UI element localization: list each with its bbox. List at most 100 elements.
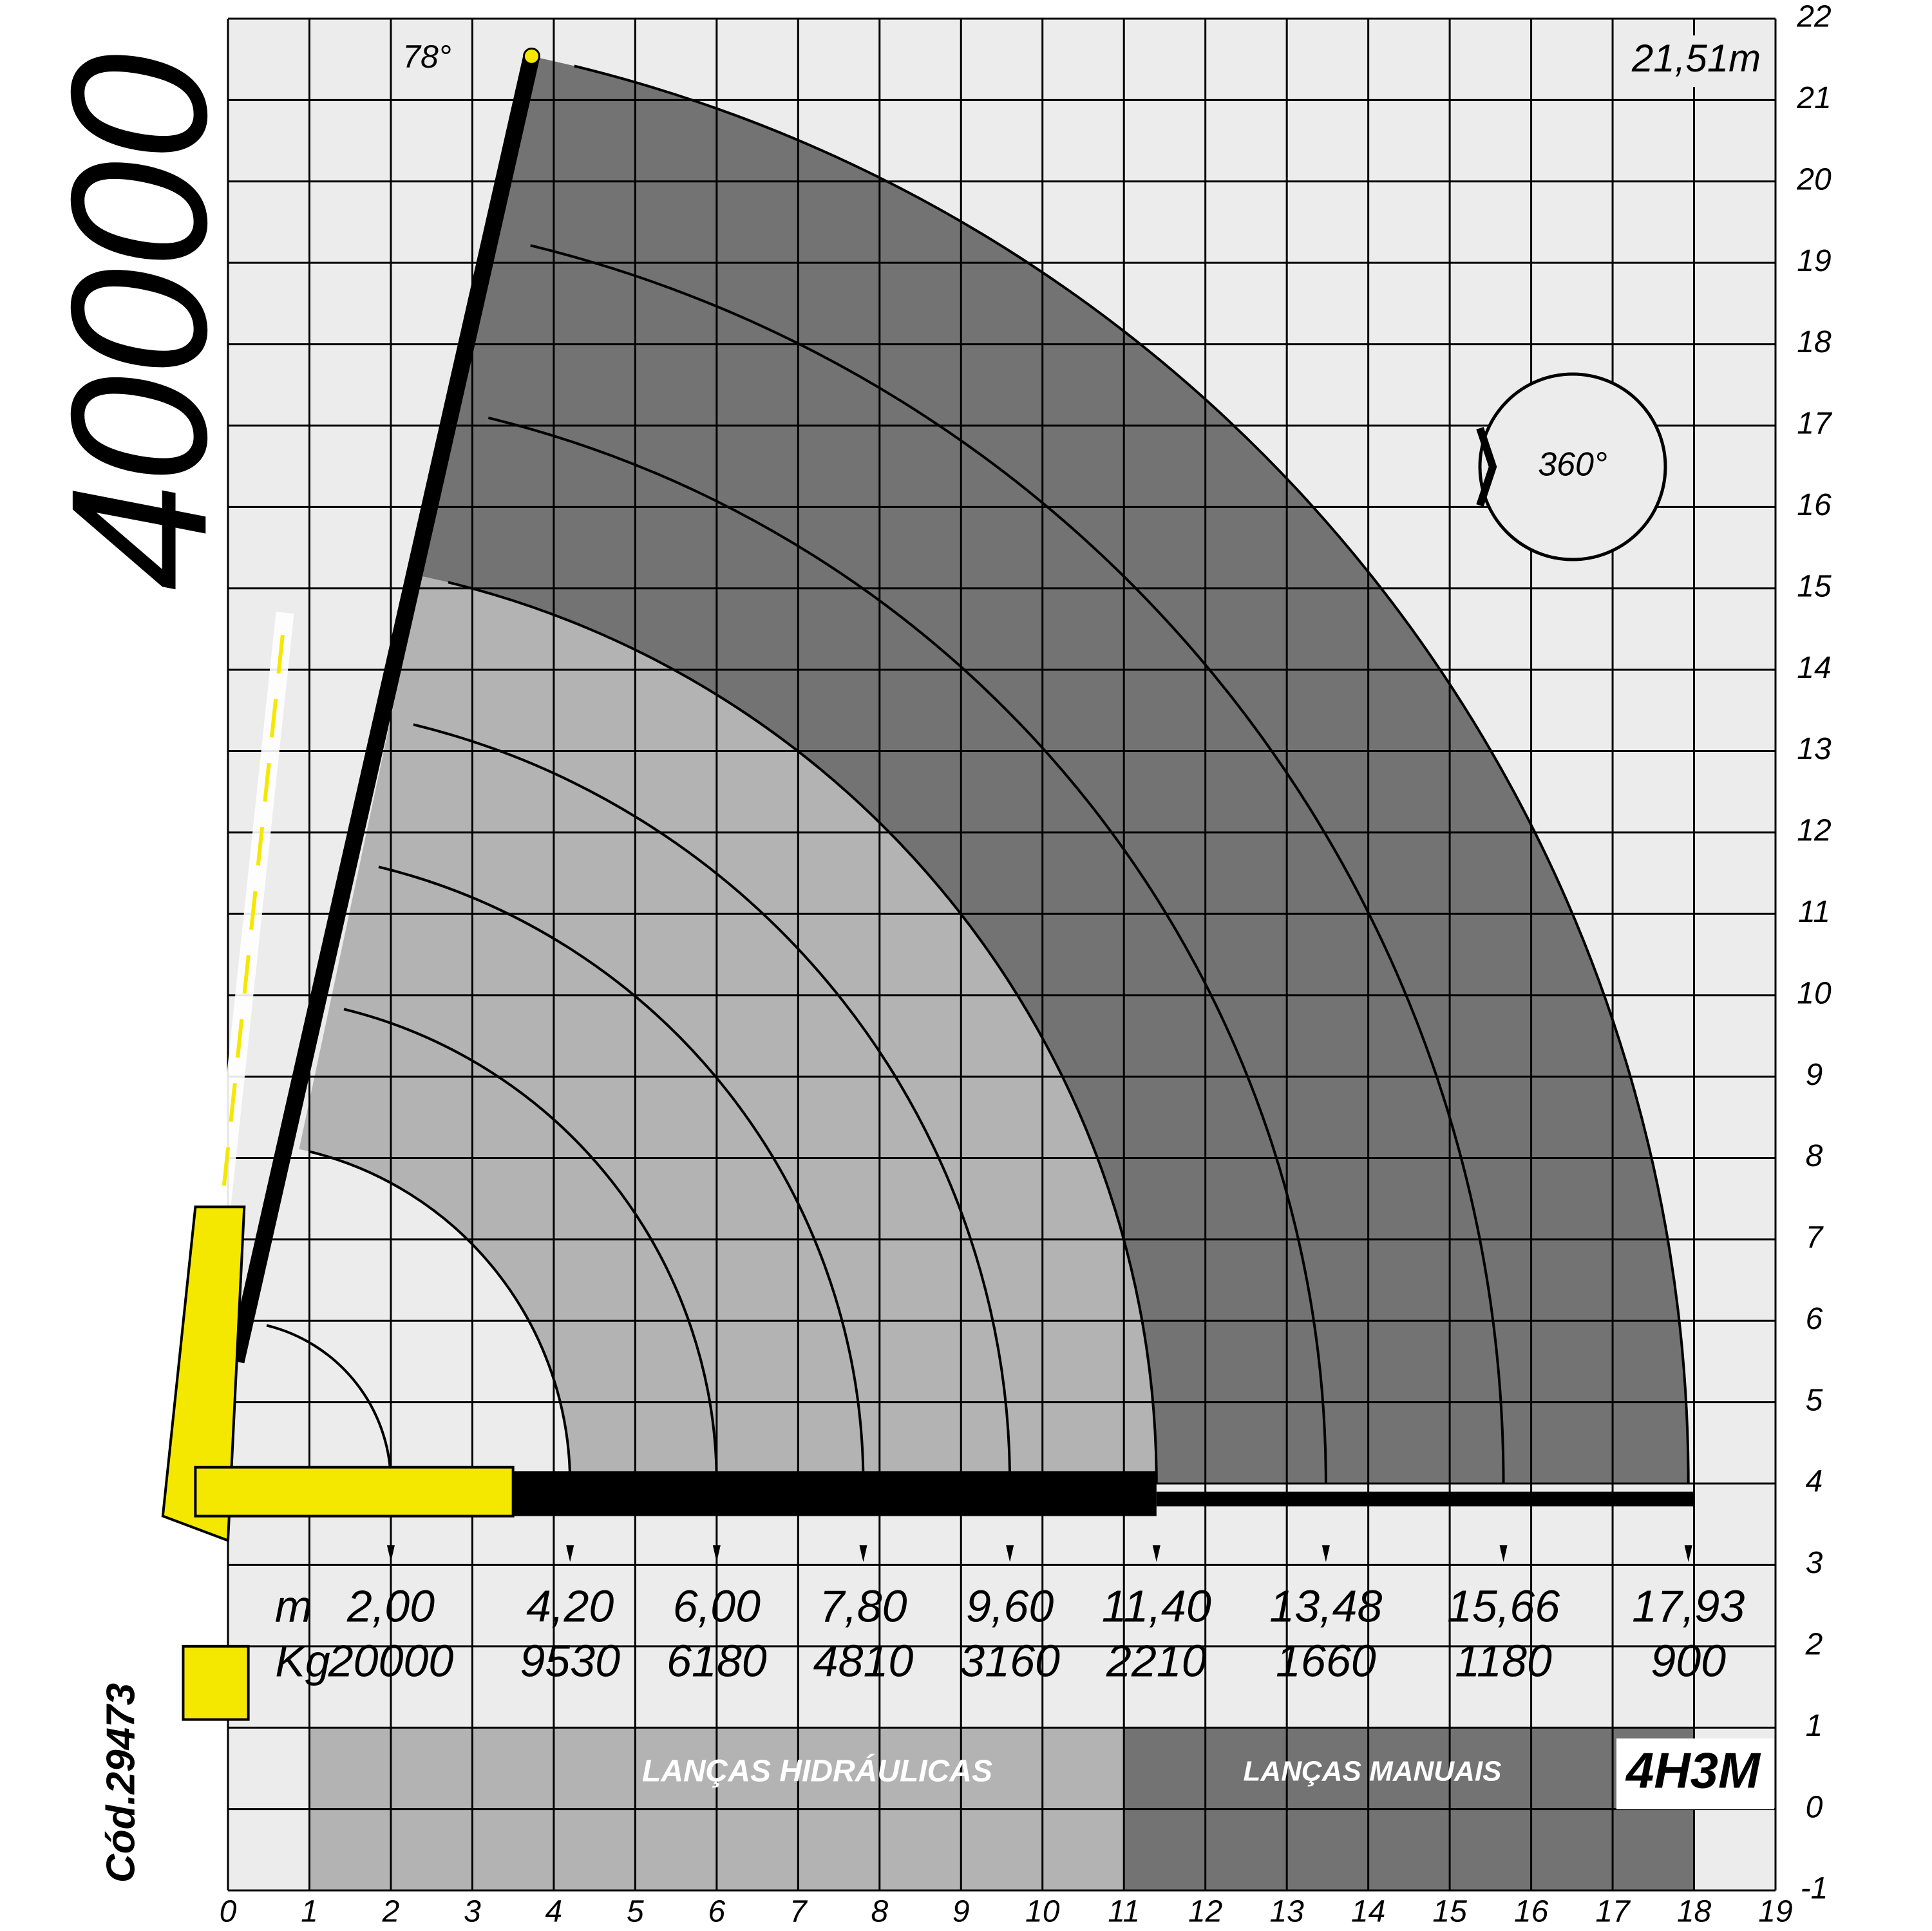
x-tick-label: 12 (1188, 1895, 1222, 1929)
load-unit: Kg (275, 1635, 330, 1686)
reach-marker (386, 1545, 395, 1562)
y-tick-label: -1 (1801, 1872, 1828, 1906)
rotation: 360° (1538, 446, 1607, 484)
reach-marker (859, 1545, 867, 1562)
load-label: 6180 (667, 1635, 767, 1686)
reach-unit: m (275, 1581, 312, 1631)
x-tick-label: 16 (1514, 1895, 1549, 1929)
boom-tip (522, 47, 540, 65)
reach-marker (712, 1545, 721, 1562)
model-box (1616, 1738, 1774, 1809)
boom-horizontal-manual (1156, 1491, 1694, 1507)
load-label: 1660 (1276, 1635, 1376, 1686)
reach-label: 2,00 (346, 1581, 435, 1631)
y-tick-label: 11 (1798, 895, 1830, 929)
load-label: 3160 (960, 1635, 1060, 1686)
y-tick-label: 12 (1797, 814, 1831, 848)
title: 40000 (30, 52, 247, 590)
reach-label: 11,40 (1102, 1581, 1211, 1631)
y-tick-label: 0 (1806, 1790, 1823, 1824)
rotation-circle (1478, 372, 1667, 561)
reach-arc (488, 416, 1327, 1484)
max-height: 21,51m (1631, 37, 1761, 80)
reach-arc (574, 64, 1690, 1484)
boom-angle: 78° (402, 39, 451, 75)
load-label: 900 (1651, 1635, 1726, 1686)
load-label: 9530 (520, 1635, 620, 1686)
x-tick-label: 6 (708, 1895, 725, 1929)
x-tick-label: 14 (1351, 1895, 1385, 1929)
y-tick-label: 19 (1797, 244, 1831, 278)
y-tick-label: 8 (1806, 1139, 1823, 1173)
x-tick-label: 17 (1595, 1895, 1631, 1929)
y-tick-label: 13 (1797, 732, 1832, 766)
crane-column (161, 1205, 246, 1543)
y-tick-label: 2 (1805, 1627, 1823, 1661)
plot-area (227, 17, 1777, 1892)
load-label: 2210 (1106, 1635, 1207, 1686)
reach-label: 6,00 (673, 1581, 761, 1631)
reach-arc (413, 723, 1012, 1484)
reach-arc (308, 1150, 572, 1484)
y-tick-label: 17 (1797, 407, 1833, 441)
reach-marker (1152, 1545, 1160, 1562)
reach-marker (1006, 1545, 1014, 1562)
hydraulic-zone (299, 576, 1157, 1484)
boom-horizontal-base (194, 1465, 515, 1518)
model: 4H3M (1625, 1742, 1761, 1799)
load-label: 4810 (813, 1635, 914, 1686)
boom-horizontal-hydraulic (513, 1471, 1157, 1516)
x-tick-label: 10 (1025, 1895, 1060, 1929)
crane-base (182, 1644, 250, 1721)
reach-marker (1321, 1545, 1330, 1562)
y-tick-label: 16 (1797, 488, 1832, 522)
reach-arc (448, 581, 1158, 1484)
reach-label: 4,20 (526, 1581, 614, 1631)
x-tick-label: 18 (1677, 1895, 1712, 1929)
reach-label: 9,60 (966, 1581, 1054, 1631)
x-tick-label: 11 (1108, 1895, 1140, 1929)
reach-arc (530, 244, 1505, 1484)
y-tick-label: 7 (1806, 1221, 1824, 1255)
reach-arc (378, 865, 865, 1484)
x-tick-label: 4 (545, 1895, 563, 1929)
y-tick-label: 15 (1797, 569, 1832, 603)
reach-marker (1684, 1545, 1692, 1562)
x-tick-label: 7 (790, 1895, 808, 1929)
y-tick-label: 22 (1796, 0, 1831, 34)
y-tick-label: 6 (1806, 1302, 1823, 1336)
y-tick-label: 21 (1796, 81, 1831, 115)
y-tick-label: 1 (1806, 1709, 1823, 1743)
x-tick-label: 8 (871, 1895, 888, 1929)
x-tick-label: 2 (382, 1895, 400, 1929)
y-tick-label: 14 (1797, 651, 1831, 685)
x-tick-label: 3 (464, 1895, 481, 1929)
y-tick-label: 4 (1806, 1465, 1823, 1499)
x-tick-label: 13 (1269, 1895, 1304, 1929)
x-tick-label: 15 (1432, 1895, 1467, 1929)
reach-marker (1499, 1545, 1508, 1562)
height-box (1616, 35, 1774, 87)
y-tick-label: 5 (1806, 1383, 1823, 1417)
reach-label: 17,93 (1632, 1581, 1745, 1631)
x-tick-label: 9 (952, 1895, 970, 1929)
load-label: 20000 (328, 1635, 454, 1686)
section-hydraulic: LANÇAS HIDRÁULICAS (642, 1754, 992, 1789)
y-tick-label: 20 (1796, 162, 1832, 196)
rotation-stop (1476, 427, 1497, 507)
reach-marker (566, 1545, 574, 1562)
reach-label: 13,48 (1269, 1581, 1382, 1631)
reach-label: 7,80 (819, 1581, 907, 1631)
y-tick-label: 9 (1806, 1058, 1823, 1092)
section-manual: LANÇAS MANUAIS (1244, 1756, 1502, 1787)
y-tick-label: 10 (1797, 976, 1832, 1010)
x-tick-label: 19 (1758, 1895, 1792, 1929)
reach-arc (343, 1008, 718, 1484)
manual-zone (421, 56, 1689, 1484)
reach-arc (266, 1324, 392, 1484)
load-label: 1180 (1455, 1635, 1552, 1686)
reach-label: 15,66 (1447, 1581, 1560, 1631)
x-tick-label: 0 (220, 1895, 237, 1929)
y-tick-label: 18 (1797, 325, 1832, 359)
